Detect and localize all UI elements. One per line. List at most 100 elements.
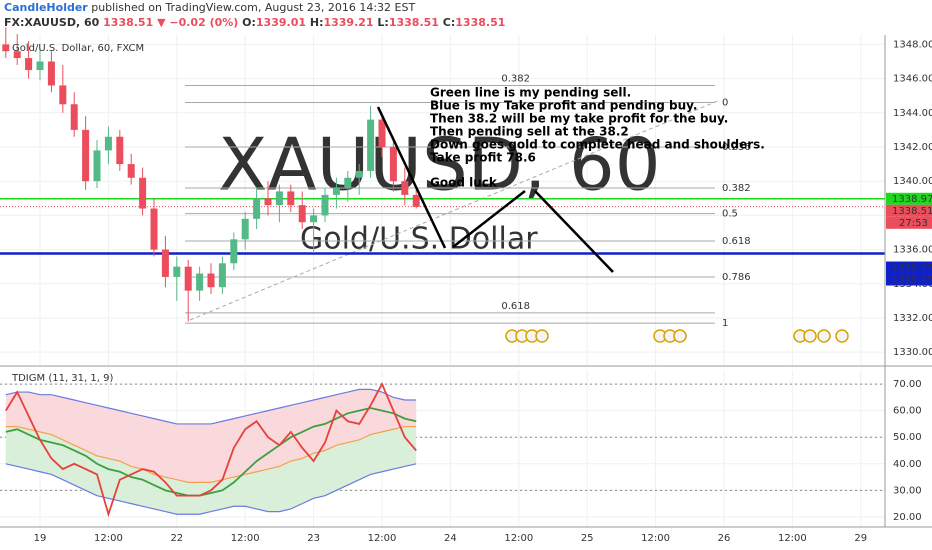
symbol: FX:XAUUSD, 60 [4,16,100,29]
fib-label: 0.618 [501,301,530,312]
y-tick-label: 30.00 [893,485,922,496]
candle-body [275,191,283,206]
fib-label: 0.618 [722,236,751,247]
ohlc-1: 1339.21 [323,16,373,29]
y-tick-label: 1340.00 [893,176,932,187]
candle-body [150,208,158,250]
price-tag [886,273,932,286]
indicator-title: TDIGM (11, 31, 1, 9) [11,373,113,384]
fib-label: 0.236 [722,142,751,153]
price-tag [886,261,932,274]
price-tag-label: 1338.51 [892,206,932,217]
ohlc-0: 1339.01 [256,16,306,29]
price-tag [886,204,932,217]
candle-body [230,239,238,264]
annotation-note: Good luck [430,176,498,190]
candle-body [13,51,21,59]
price-pane [0,27,885,322]
pane-title: Gold/U.S. Dollar, 60, FXCM [12,43,144,54]
published: published on TradingView.com, August 23,… [88,1,416,14]
candle-body [127,164,135,178]
candle-body [310,215,318,223]
x-tick-label: 25 [581,533,594,544]
fib-label: 1 [722,318,728,329]
y-tick-label: 50.00 [893,432,922,443]
candle-body [218,263,226,288]
trend-line [189,99,721,321]
y-tick-label: 60.00 [893,406,922,417]
candle-body [104,136,112,151]
ohlc-2: 1338.51 [389,16,439,29]
candle-body [332,188,340,195]
countdown: 27:53 [899,218,928,229]
candle-body [173,266,181,277]
candle-body [355,170,363,178]
candle-body [389,146,397,182]
x-tick-label: 12:00 [94,533,123,544]
annotation-line: Green line is my pending sell. [430,86,631,100]
y-tick-label: 20.00 [893,512,922,523]
price-tag-label: 1335.77 [892,275,932,286]
indicator-line [5,382,417,518]
candle-body [70,104,78,130]
annotation-line: Down goes gold to complete head and shou… [430,138,765,152]
candle-body [344,177,352,189]
x-tick-label: 12:00 [368,533,397,544]
candle-body [82,129,90,182]
watermark-sub: Gold/U.S. Dollar [300,222,538,257]
candle-body [93,150,101,182]
candle-body [196,273,204,291]
indicator-line [5,407,417,497]
candle-body [287,191,295,206]
candle-body [264,198,272,206]
drawing-line [452,190,526,248]
annotation-line: Then pending sell at the 38.2 [430,125,629,139]
annotation-line: Blue is my Take profit and pending buy. [430,99,697,113]
candle-body [401,181,409,195]
candle-body [139,177,147,209]
author[interactable]: CandleHolder [4,1,88,14]
x-tick-label: 26 [718,533,731,544]
band-fill [5,389,417,483]
candle-body [378,119,386,147]
change: ▼ −0.02 (0%) [157,16,238,29]
fib-label: 0.382 [501,73,530,84]
y-tick-label: 1348.00 [893,39,932,50]
candle-body [241,218,249,240]
axes: 19 12:00 22 12:00 23 12:00 24 12:00 25 12:00 26 12:… [34,39,932,544]
annotation-line: Then 38.2 will be my take profit for the… [430,112,728,126]
indicator-line [5,425,417,483]
fib-label: 0.382 [722,183,751,194]
y-tick-label: 70.00 [893,379,922,390]
fib-label: 0 [722,98,728,109]
header-line: CandleHolder published on TradingView.co… [4,1,415,14]
indicator-pane [0,382,885,518]
band-fill [5,426,417,515]
candle-body [36,61,44,71]
ohlc-2-key: L: [377,16,388,29]
symbol-line: FX:XAUUSD, 60 1338.51 ▼ −0.02 (0%) O:133… [4,16,505,29]
price-tag-label: 1335.77 [892,263,932,274]
y-tick-label: 1346.00 [893,74,932,85]
ohlc-0-key: O: [242,16,256,29]
y-tick-label: 1344.00 [893,108,932,119]
y-tick-label: 1336.00 [893,245,932,256]
annotation: Green line is my pending sell.Blue is my… [430,86,765,190]
ohlc-3: 1338.51 [455,16,505,29]
x-tick-label: 24 [444,533,457,544]
x-tick-label: 12:00 [778,533,807,544]
annotation-line: Take profit 78.6 [430,151,536,165]
indicator-line [5,463,417,515]
fib-label: 0.786 [722,272,751,283]
x-tick-label: 12:00 [231,533,260,544]
candle-body [367,119,375,171]
candle-body [412,194,420,207]
candle-body [25,58,33,71]
y-tick-label: 40.00 [893,459,922,470]
ohlc-3-key: C: [443,16,455,29]
event-icons [505,329,849,343]
candle-body [298,205,306,223]
x-tick-label: 19 [34,533,47,544]
y-tick-label: 1342.00 [893,142,932,153]
